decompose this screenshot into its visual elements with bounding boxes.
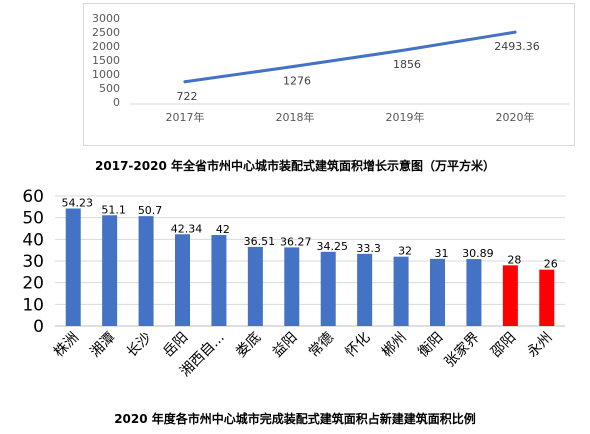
x-tick-label: 2017年 <box>166 110 205 124</box>
y-tick-label: 2000 <box>92 40 120 53</box>
y-tick-label: 1000 <box>92 68 120 81</box>
data-label: 50.7 <box>138 204 163 217</box>
y-tick-label: 0 <box>33 317 44 337</box>
bar <box>357 253 373 326</box>
x-tick-label: 怀化 <box>342 330 373 361</box>
x-tick-label: 2019年 <box>386 110 425 124</box>
y-tick-label: 10 <box>22 295 44 315</box>
x-tick-label: 衡阳 <box>415 330 446 361</box>
bar-chart-title: 2020 年度各市州中心城市完成装配式建筑面积占新建建筑面积比例 <box>114 412 476 426</box>
bar <box>211 235 227 326</box>
y-tick-label: 3000 <box>92 12 120 25</box>
data-label: 31 <box>435 247 449 260</box>
bar <box>65 208 81 326</box>
bar <box>247 246 263 326</box>
x-tick-label: 岳阳 <box>160 330 191 361</box>
x-tick-label: 长沙 <box>124 330 155 361</box>
data-label: 1276 <box>283 74 311 87</box>
bar <box>466 259 482 326</box>
x-tick-label: 2018年 <box>276 110 315 124</box>
data-point <box>183 80 187 84</box>
data-label: 42 <box>216 223 230 236</box>
x-tick-label: 益阳 <box>270 330 301 361</box>
bar <box>175 234 190 326</box>
data-label: 722 <box>177 90 198 103</box>
x-tick-label: 2020年 <box>496 110 535 124</box>
bar <box>102 215 118 326</box>
data-label: 1856 <box>393 58 421 71</box>
data-point <box>403 48 407 52</box>
data-label: 54.23 <box>61 197 93 210</box>
y-tick-label: 30 <box>22 252 44 272</box>
series-line <box>183 30 517 84</box>
data-label: 34.25 <box>316 240 348 253</box>
x-tick-label: 邵阳 <box>488 330 519 361</box>
data-label: 36.51 <box>244 235 276 248</box>
y-tick-label: 1500 <box>92 54 120 67</box>
x-tick-label: 湘潭 <box>87 329 119 361</box>
data-label: 26 <box>544 258 558 271</box>
x-tick-label: 常德 <box>306 330 337 361</box>
data-label: 51.1 <box>101 203 126 216</box>
data-label: 2493.36 <box>494 40 540 53</box>
line-chart-title: 2017-2020 年全省市州中心城市装配式建筑面积增长示意图（万平方米） <box>95 159 495 173</box>
data-label: 33.3 <box>356 242 381 255</box>
data-label: 32 <box>398 245 412 258</box>
data-label: 42.34 <box>171 222 203 235</box>
bar <box>430 258 445 326</box>
data-label: 28 <box>507 253 521 266</box>
y-tick-label: 2500 <box>92 26 120 39</box>
x-tick-label: 娄底 <box>233 330 264 361</box>
y-tick-label: 50 <box>22 209 44 229</box>
x-tick-label: 株洲 <box>51 330 82 361</box>
y-tick-label: 500 <box>99 82 120 95</box>
data-point <box>513 30 517 34</box>
y-tick-label: 20 <box>22 274 44 294</box>
x-tick-label: 张家界 <box>441 329 483 371</box>
bar <box>502 265 518 326</box>
line-chart-frame <box>83 3 575 146</box>
y-tick-label: 0 <box>113 96 120 109</box>
bar <box>284 247 300 326</box>
x-tick-label: 郴州 <box>379 330 410 361</box>
bar <box>320 251 336 326</box>
y-tick-label: 60 <box>22 187 44 207</box>
bar <box>138 216 154 326</box>
data-point <box>293 64 297 68</box>
y-tick-label: 40 <box>22 230 44 250</box>
bar <box>539 269 555 326</box>
data-label: 36.27 <box>280 235 312 248</box>
data-label: 30.89 <box>462 247 494 260</box>
bar <box>393 256 409 326</box>
x-tick-label: 永州 <box>525 330 556 361</box>
